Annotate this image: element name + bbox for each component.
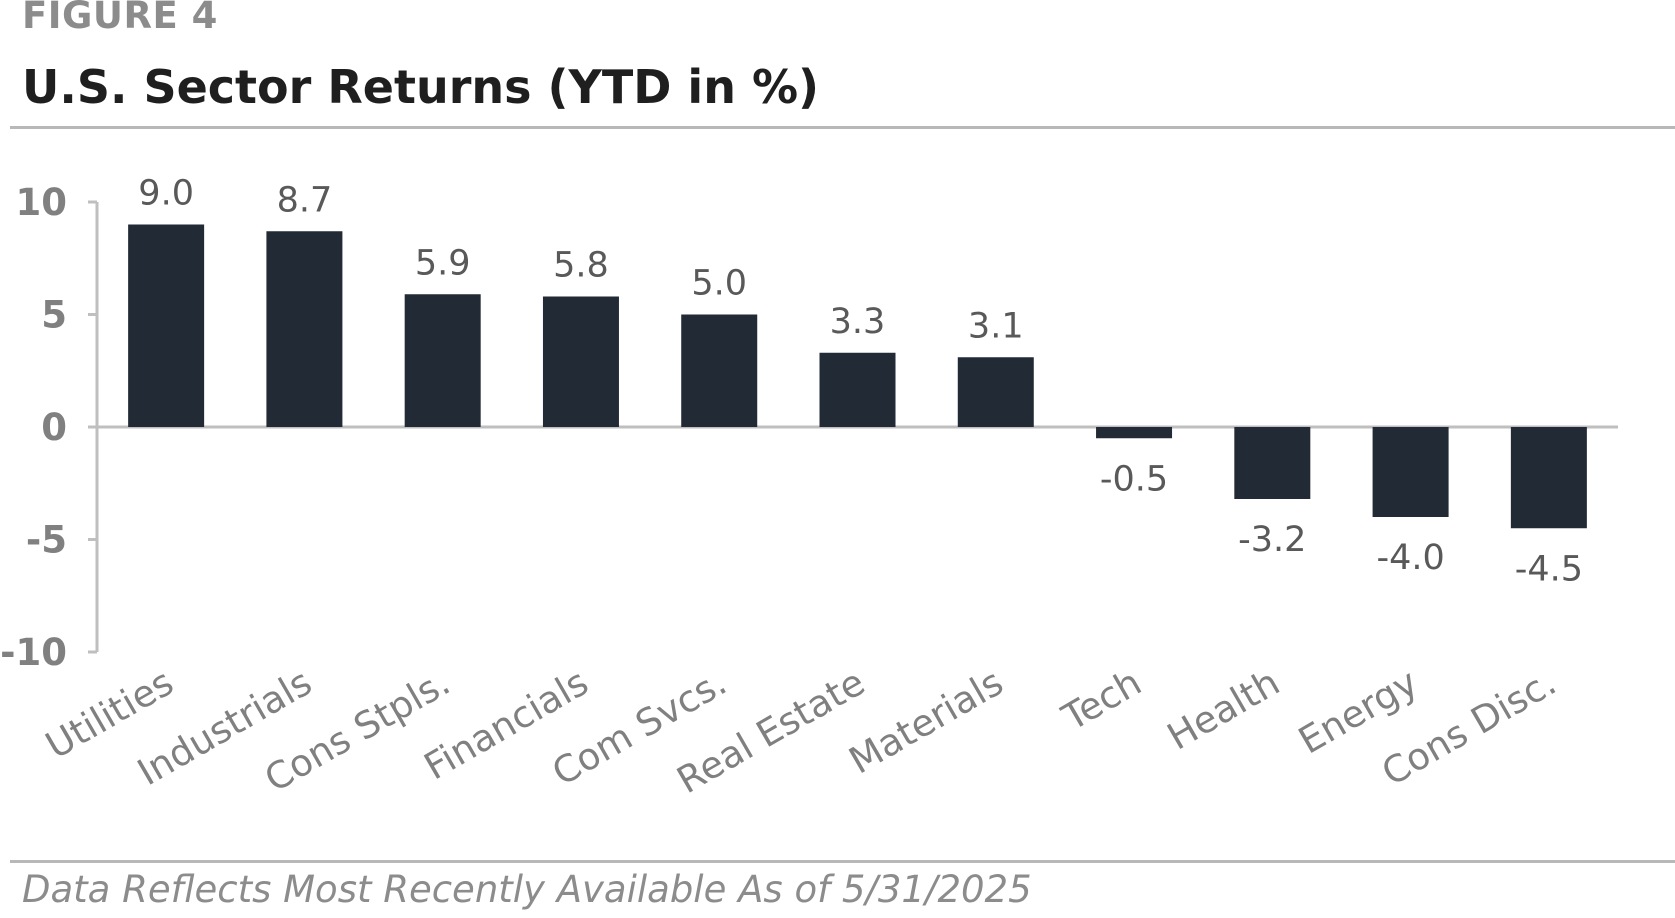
footer-divider: [10, 860, 1675, 863]
chart-title: U.S. Sector Returns (YTD in %): [22, 60, 820, 114]
y-axis: 10 5 0 -5 -10: [0, 181, 1618, 674]
y-tick-label: -5: [26, 519, 67, 562]
bar-financials: [542, 296, 619, 427]
bar-tech: [1096, 427, 1173, 439]
x-tick-label: Health: [1160, 661, 1287, 759]
data-label: 9.0: [138, 174, 194, 214]
data-label: 5.0: [691, 264, 747, 304]
bar-com-svcs: [681, 314, 758, 427]
bar-utilities: [128, 224, 205, 427]
y-tick-label: 5: [41, 294, 67, 337]
bar-cons-disc: [1510, 427, 1587, 529]
data-label: -0.5: [1100, 459, 1168, 499]
bar-materials: [957, 357, 1034, 427]
bar-real-estate: [819, 352, 896, 427]
bar-industrials: [266, 231, 343, 427]
figure-label: FIGURE 4: [22, 0, 218, 37]
title-divider: [10, 126, 1675, 129]
x-tick-label: Materials: [842, 661, 1010, 783]
data-label: 5.8: [553, 246, 609, 286]
data-label: -4.0: [1376, 538, 1444, 578]
data-label: -3.2: [1238, 520, 1306, 560]
data-label: 3.1: [968, 306, 1024, 346]
data-label: 8.7: [277, 180, 333, 220]
data-label: 5.9: [415, 243, 471, 283]
x-tick-label: Tech: [1054, 661, 1148, 740]
y-tick-label: 0: [41, 406, 67, 449]
bar-health: [1234, 427, 1311, 499]
bar-cons-stpls: [404, 294, 481, 427]
data-labels: 9.0 8.7 5.9 5.8 5.0 3.3 3.1 -0.5 -3.2 -4.0 -4.5: [138, 174, 1583, 590]
bar-energy: [1372, 427, 1449, 517]
y-tick-label: 10: [16, 181, 68, 224]
footnote: Data Reflects Most Recently Available As…: [22, 868, 1032, 911]
data-label: -4.5: [1515, 549, 1583, 589]
bars: [128, 224, 1587, 529]
bar-chart: 10 5 0 -5 -10 9.0 8.7 5.9 5.8 5.0 3.3 3.1 -0.5 -3.2 -…: [0, 174, 1618, 803]
data-label: 3.3: [830, 302, 886, 342]
y-tick-label: -10: [0, 631, 67, 674]
